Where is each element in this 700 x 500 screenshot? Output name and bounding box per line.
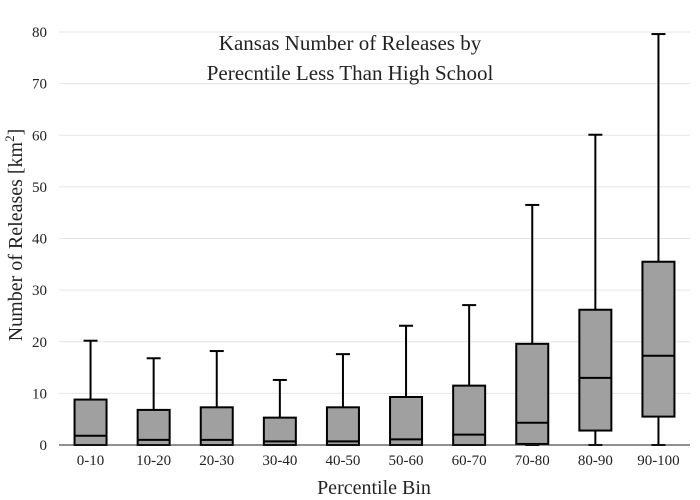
x-tick-label-10-20: 10-20 [136, 453, 171, 469]
box-iqr-80-90 [578, 308, 613, 432]
box-iqr-40-50 [325, 406, 360, 446]
box-iqr-90-100 [641, 260, 676, 418]
box-iqr-20-30 [199, 406, 234, 446]
box-50-60 [389, 324, 424, 446]
x-tick-label-80-90: 80-90 [578, 453, 613, 469]
box-60-70 [452, 304, 487, 447]
box-20-30 [199, 350, 234, 446]
y-tick-label-20: 20 [32, 335, 47, 351]
x-axis-title: Percentile Bin [317, 477, 431, 499]
y-axis-title: Number of Releases [km2] [2, 129, 27, 342]
axes: 0 10 20 30 40 50 60 70 80 0-10 10-20 20-30 30-40 40-5… [32, 25, 690, 469]
box-iqr-50-60 [389, 395, 424, 446]
y-tick-label-60: 60 [32, 128, 47, 144]
x-tick-label-90-100: 90-100 [637, 453, 680, 469]
box-10-20 [136, 357, 171, 446]
box-40-50 [325, 353, 360, 446]
box-70-80 [515, 203, 550, 446]
y-axis-title-main: Number of Releases [km [5, 141, 27, 341]
x-tick-label-30-40: 30-40 [262, 453, 297, 469]
x-tick-label-70-80: 70-80 [515, 453, 550, 469]
grid-lines [59, 31, 690, 394]
x-tick-label-60-70: 60-70 [452, 453, 487, 469]
y-tick-label-30: 30 [32, 283, 47, 299]
box-iqr-60-70 [452, 384, 487, 447]
x-tick-label-0-10: 0-10 [77, 453, 105, 469]
box-30-40 [262, 378, 297, 447]
box-series [73, 33, 676, 447]
y-tick-label-70: 70 [32, 77, 47, 93]
x-tick-label-40-50: 40-50 [325, 453, 360, 469]
y-axis-title-sup: 2 [2, 135, 17, 142]
chart-title-line-1: Kansas Number of Releases by [219, 31, 482, 55]
chart-title-line-2: Perecntile Less Than High School [207, 61, 494, 85]
box-iqr-70-80 [515, 342, 550, 445]
y-tick-label-50: 50 [32, 180, 47, 196]
y-axis-title-end: ] [5, 129, 27, 136]
y-tick-label-0: 0 [40, 438, 48, 454]
y-tick-label-80: 80 [32, 25, 47, 41]
y-tick-label-10: 10 [32, 386, 47, 402]
x-tick-label-50-60: 50-60 [389, 453, 424, 469]
x-tick-label-20-30: 20-30 [199, 453, 234, 469]
box-80-90 [578, 133, 613, 446]
chart-title: Kansas Number of Releases by Perecntile … [207, 31, 494, 85]
box-90-100 [641, 33, 676, 446]
y-tick-label-40: 40 [32, 232, 47, 248]
box-0-10 [73, 339, 108, 447]
box-iqr-0-10 [73, 398, 108, 447]
